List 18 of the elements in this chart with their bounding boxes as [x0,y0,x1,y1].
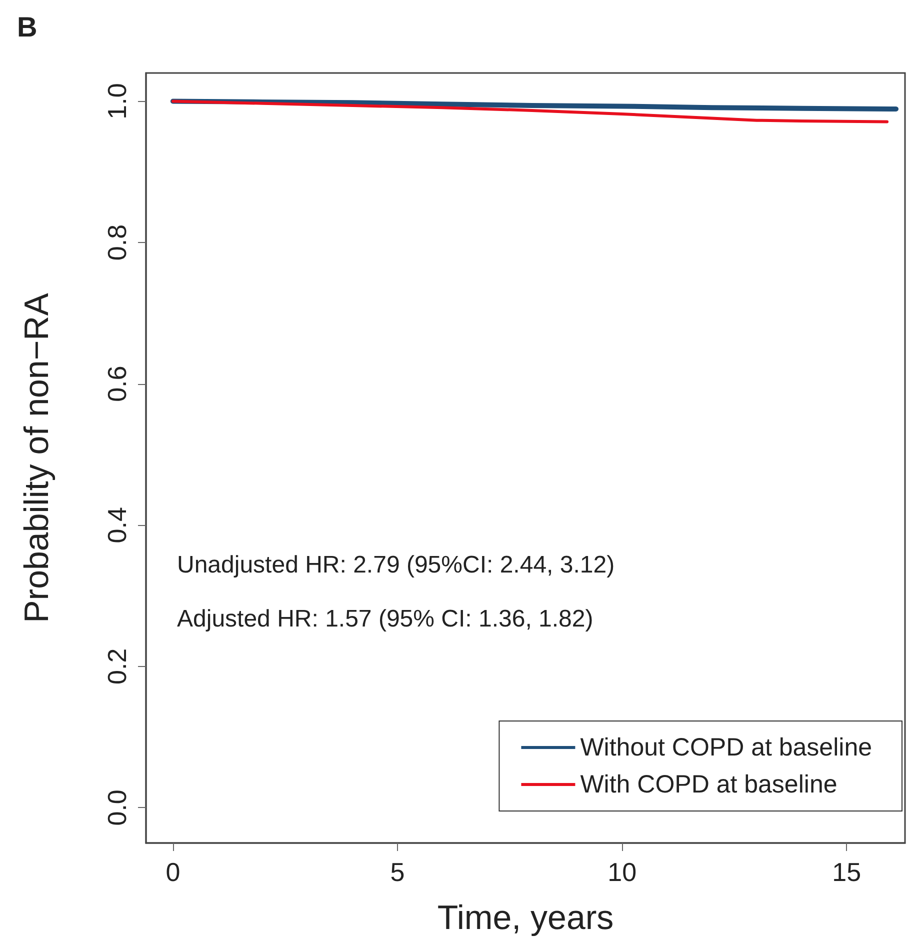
y-tick-label: 0.0 [102,790,132,826]
x-tick-label: 10 [608,857,637,887]
y-tick-label: 0.8 [102,224,132,261]
y-tick-label: 0.6 [102,366,132,402]
legend-label: Without COPD at baseline [580,734,872,762]
y-axis-title: Probability of non−RA [18,292,56,623]
x-tick-label: 5 [390,857,405,887]
line-series [171,100,889,124]
chart-title: B [17,12,38,42]
y-tick-label: 0.2 [102,648,132,684]
y-tick-label: 1.0 [102,83,132,120]
legend-label: With COPD at baseline [580,770,838,798]
x-axis-title: Time, years [437,899,614,937]
x-tick-label: 0 [166,857,180,887]
annotation: Adjusted HR: 1.57 (95% CI: 1.36, 1.82) [177,606,594,632]
annotation: Unadjusted HR: 2.79 (95%CI: 2.44, 3.12) [177,552,615,578]
y-tick-label: 0.4 [102,507,132,544]
x-tick-label: 15 [832,857,862,887]
